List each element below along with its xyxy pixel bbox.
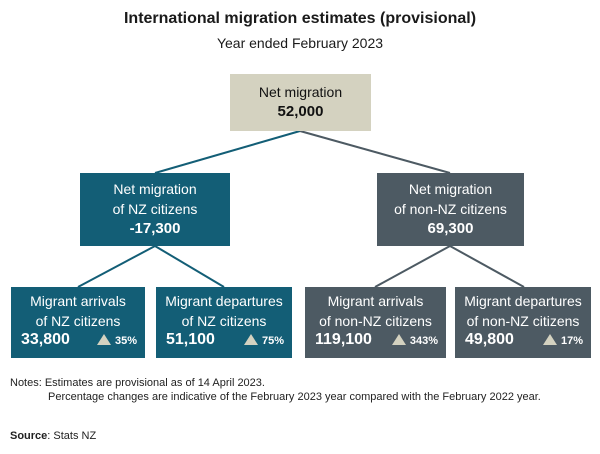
chart-title: International migration estimates (provi… xyxy=(123,10,477,27)
nz-departures-line1: Migrant departures xyxy=(165,293,283,309)
notes: Notes: Estimates are provisional as of 1… xyxy=(10,376,541,404)
non-nz-net-migration-line2: of non-NZ citizens xyxy=(394,201,507,217)
nz-net-migration-value: -17,300 xyxy=(129,220,181,237)
net-migration-box: Net migration 52,000 xyxy=(230,74,371,131)
nz-arrivals-box: Migrant arrivals of NZ citizens 33,800 3… xyxy=(11,287,145,358)
non-nz-departures-value: 49,800 xyxy=(465,331,514,348)
up-triangle-icon xyxy=(243,334,258,345)
connector-nz-departures xyxy=(154,245,225,288)
nz-net-migration-line2: of NZ citizens xyxy=(112,201,198,217)
up-triangle-icon xyxy=(542,334,557,345)
nz-arrivals-line1: Migrant arrivals xyxy=(30,293,126,309)
connector-root-nz xyxy=(154,130,301,174)
nz-net-migration-box: Net migration of NZ citizens -17,300 xyxy=(80,173,230,246)
non-nz-net-migration-line1: Net migration xyxy=(408,181,493,197)
nz-net-migration-line1: Net migration xyxy=(113,181,197,197)
non-nz-net-migration-value: 69,300 xyxy=(427,220,474,237)
nz-departures-change: 75% xyxy=(261,335,284,347)
notes-line2: Percentage changes are indicative of the… xyxy=(48,391,541,403)
nz-departures-box: Migrant departures of NZ citizens 51,100… xyxy=(156,287,292,358)
source-label: Source xyxy=(10,430,48,442)
non-nz-departures-change: 17% xyxy=(560,335,583,347)
nz-arrivals-change: 35% xyxy=(114,335,137,347)
nz-arrivals-line2: of NZ citizens xyxy=(35,313,121,329)
non-nz-departures-box: Migrant departures of non-NZ citizens 49… xyxy=(455,287,591,358)
non-nz-departures-line2: of non-NZ citizens xyxy=(466,313,580,329)
non-nz-arrivals-change: 343% xyxy=(409,335,438,347)
connector-root-non-nz xyxy=(299,130,451,174)
net-migration-label: Net migration xyxy=(258,84,343,100)
source-text: : Stats NZ xyxy=(47,430,97,442)
connector-nz-arrivals xyxy=(77,245,156,288)
non-nz-net-migration-box: Net migration of non-NZ citizens 69,300 xyxy=(377,173,524,246)
non-nz-arrivals-box: Migrant arrivals of non-NZ citizens 119,… xyxy=(305,287,446,358)
nz-departures-line2: of NZ citizens xyxy=(181,313,267,329)
non-nz-arrivals-line1: Migrant arrivals xyxy=(327,293,424,309)
up-triangle-icon xyxy=(391,334,406,345)
nz-arrivals-value: 33,800 xyxy=(21,331,70,348)
nz-departures-value: 51,100 xyxy=(166,331,215,348)
connector-non-nz-departures xyxy=(449,245,525,288)
non-nz-arrivals-line2: of non-NZ citizens xyxy=(319,313,432,329)
non-nz-arrivals-value: 119,100 xyxy=(315,331,372,348)
chart-subtitle: Year ended February 2023 xyxy=(216,35,384,51)
notes-line1: Notes: Estimates are provisional as of 1… xyxy=(10,377,265,389)
net-migration-value: 52,000 xyxy=(277,103,324,120)
non-nz-departures-line1: Migrant departures xyxy=(464,293,582,309)
source-note: Source: Stats NZ xyxy=(10,430,96,442)
up-triangle-icon xyxy=(96,334,111,345)
connector-non-nz-arrivals xyxy=(374,245,451,288)
